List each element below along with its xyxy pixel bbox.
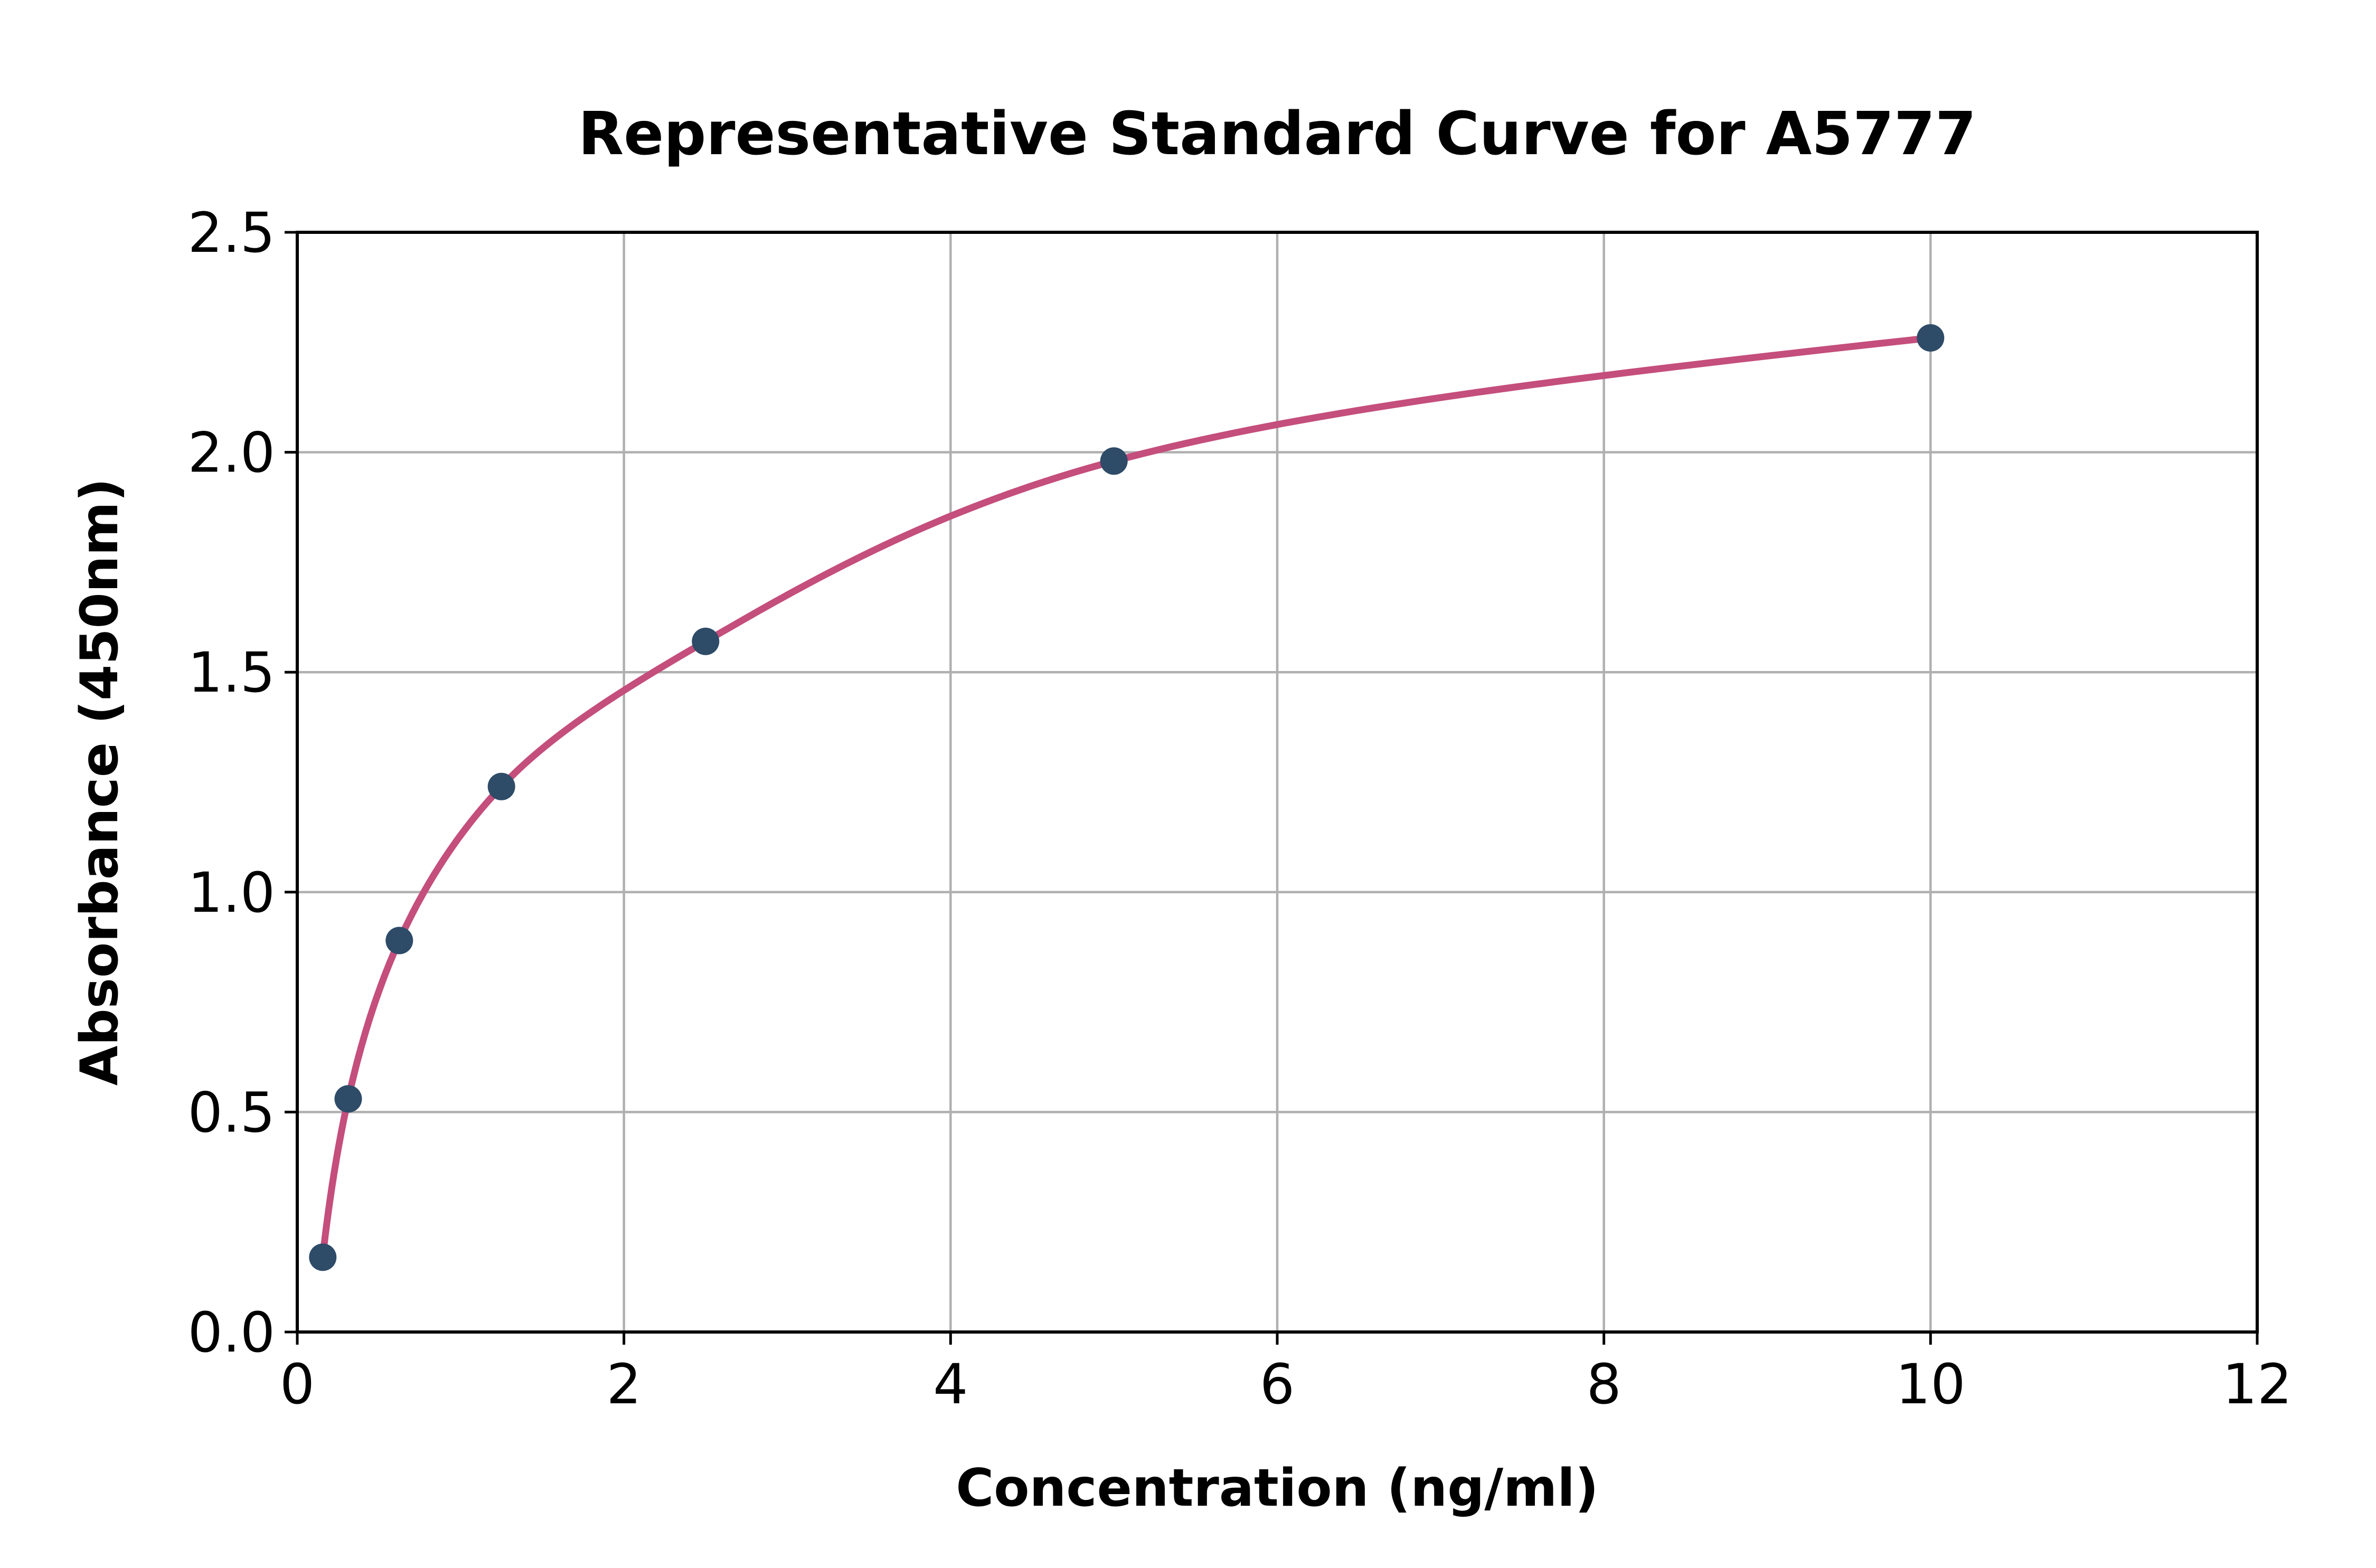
y-axis-label: Absorbance (450nm) (70, 478, 130, 1086)
data-point (1917, 324, 1945, 352)
axis-ticks (285, 231, 2259, 1345)
x-tick-label: 12 (2222, 1352, 2292, 1416)
data-point (1100, 447, 1128, 475)
y-tick-label: 0.5 (188, 1080, 275, 1145)
data-point (309, 1243, 337, 1271)
axis-tick-labels: 0 2 4 6 8 10 12 0.0 0.5 1.0 1.5 2.0 2.5 (188, 201, 2293, 1416)
data-points (309, 324, 1945, 1271)
y-tick-label: 1.5 (188, 640, 275, 705)
x-tick-label: 10 (1896, 1352, 1965, 1416)
data-point (692, 627, 720, 655)
y-tick-label: 0.0 (188, 1300, 275, 1365)
y-tick-label: 2.5 (188, 201, 275, 265)
y-tick-label: 2.0 (188, 421, 275, 485)
data-point (385, 927, 413, 955)
x-tick-label: 0 (280, 1352, 315, 1416)
grid-lines (296, 231, 2259, 1334)
x-axis-label: Concentration (ng/ml) (956, 1458, 1598, 1518)
standard-curve-line (319, 334, 1934, 1261)
x-tick-label: 8 (1587, 1352, 1621, 1416)
data-point (334, 1085, 362, 1113)
y-tick-label: 1.0 (188, 861, 275, 925)
x-tick-label: 2 (607, 1352, 642, 1416)
data-point (487, 772, 515, 800)
chart-title: Representative Standard Curve for A5777 (578, 100, 1976, 168)
x-tick-label: 4 (933, 1352, 968, 1416)
x-tick-label: 6 (1260, 1352, 1295, 1416)
